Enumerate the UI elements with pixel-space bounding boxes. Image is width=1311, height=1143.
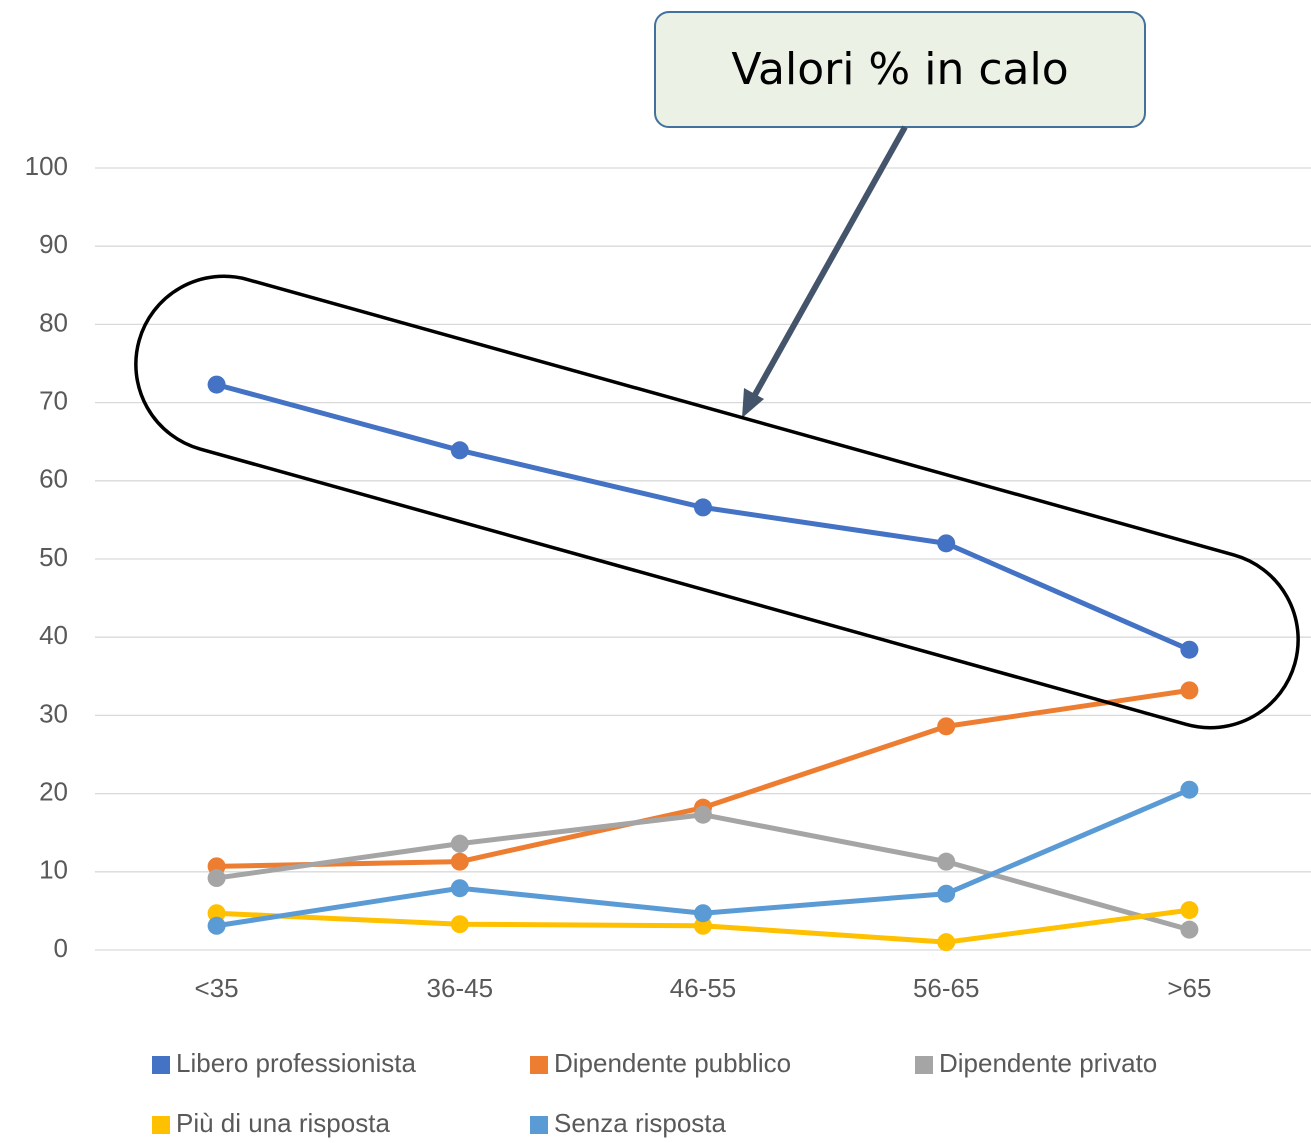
data-point	[450, 852, 469, 871]
arrow	[749, 125, 908, 402]
x-tick-label: 56-65	[913, 973, 980, 1003]
y-tick-label: 90	[39, 229, 68, 259]
legend-swatch	[152, 1116, 170, 1134]
legend-swatch	[915, 1056, 933, 1074]
lines	[207, 375, 1199, 952]
legend-label: Dipendente pubblico	[554, 1048, 791, 1078]
data-point	[450, 915, 469, 934]
series-line	[215, 382, 1191, 653]
data-point	[450, 441, 469, 460]
highlight-outline	[134, 274, 1300, 730]
data-point	[1180, 640, 1199, 659]
data-point	[937, 933, 956, 952]
y-tick-label: 20	[39, 776, 68, 806]
legend-label: Senza risposta	[554, 1108, 727, 1138]
y-tick-label: 70	[39, 385, 68, 415]
data-point	[937, 884, 956, 903]
legend-label: Libero professionista	[176, 1048, 416, 1078]
x-tick-label: <35	[195, 973, 239, 1003]
data-point	[1180, 780, 1199, 799]
y-tick-label: 50	[39, 542, 68, 572]
data-point	[694, 805, 712, 824]
legend-swatch	[152, 1056, 170, 1074]
y-tick-label: 60	[39, 464, 68, 494]
data-point	[207, 916, 226, 935]
data-point	[937, 852, 956, 871]
data-point	[450, 879, 469, 898]
y-tick-label: 30	[39, 698, 68, 728]
data-point	[207, 375, 226, 394]
data-point	[937, 717, 956, 736]
arrow-head	[742, 388, 764, 418]
data-point	[207, 904, 226, 923]
x-tick-label: 46-55	[670, 973, 737, 1003]
annotation-box	[654, 11, 1146, 128]
legend-swatch	[530, 1116, 548, 1134]
annotation: Valori % in calo	[731, 44, 1068, 95]
series-line	[216, 687, 1190, 869]
y-tick-label: 10	[39, 855, 68, 885]
x-tick-label: 36-45	[427, 973, 494, 1003]
legend-label: Più di una risposta	[176, 1108, 390, 1138]
legend-label: Dipendente privato	[939, 1048, 1157, 1078]
data-point	[1180, 681, 1199, 700]
x-tick-label: >65	[1167, 973, 1211, 1003]
y-tick-label: 80	[39, 307, 68, 337]
y-tick-label: 0	[54, 933, 68, 963]
data-point	[207, 869, 226, 888]
legend-swatch	[530, 1056, 548, 1074]
y-tick-label: 100	[25, 151, 68, 181]
data-point	[694, 916, 712, 935]
y-tick-label: 40	[39, 620, 68, 650]
data-point	[937, 534, 956, 553]
data-point	[694, 498, 712, 517]
grid	[95, 167, 1311, 951]
data-point	[694, 904, 712, 923]
data-point	[1180, 901, 1199, 920]
data-point	[1180, 920, 1199, 939]
data-point	[450, 834, 469, 853]
